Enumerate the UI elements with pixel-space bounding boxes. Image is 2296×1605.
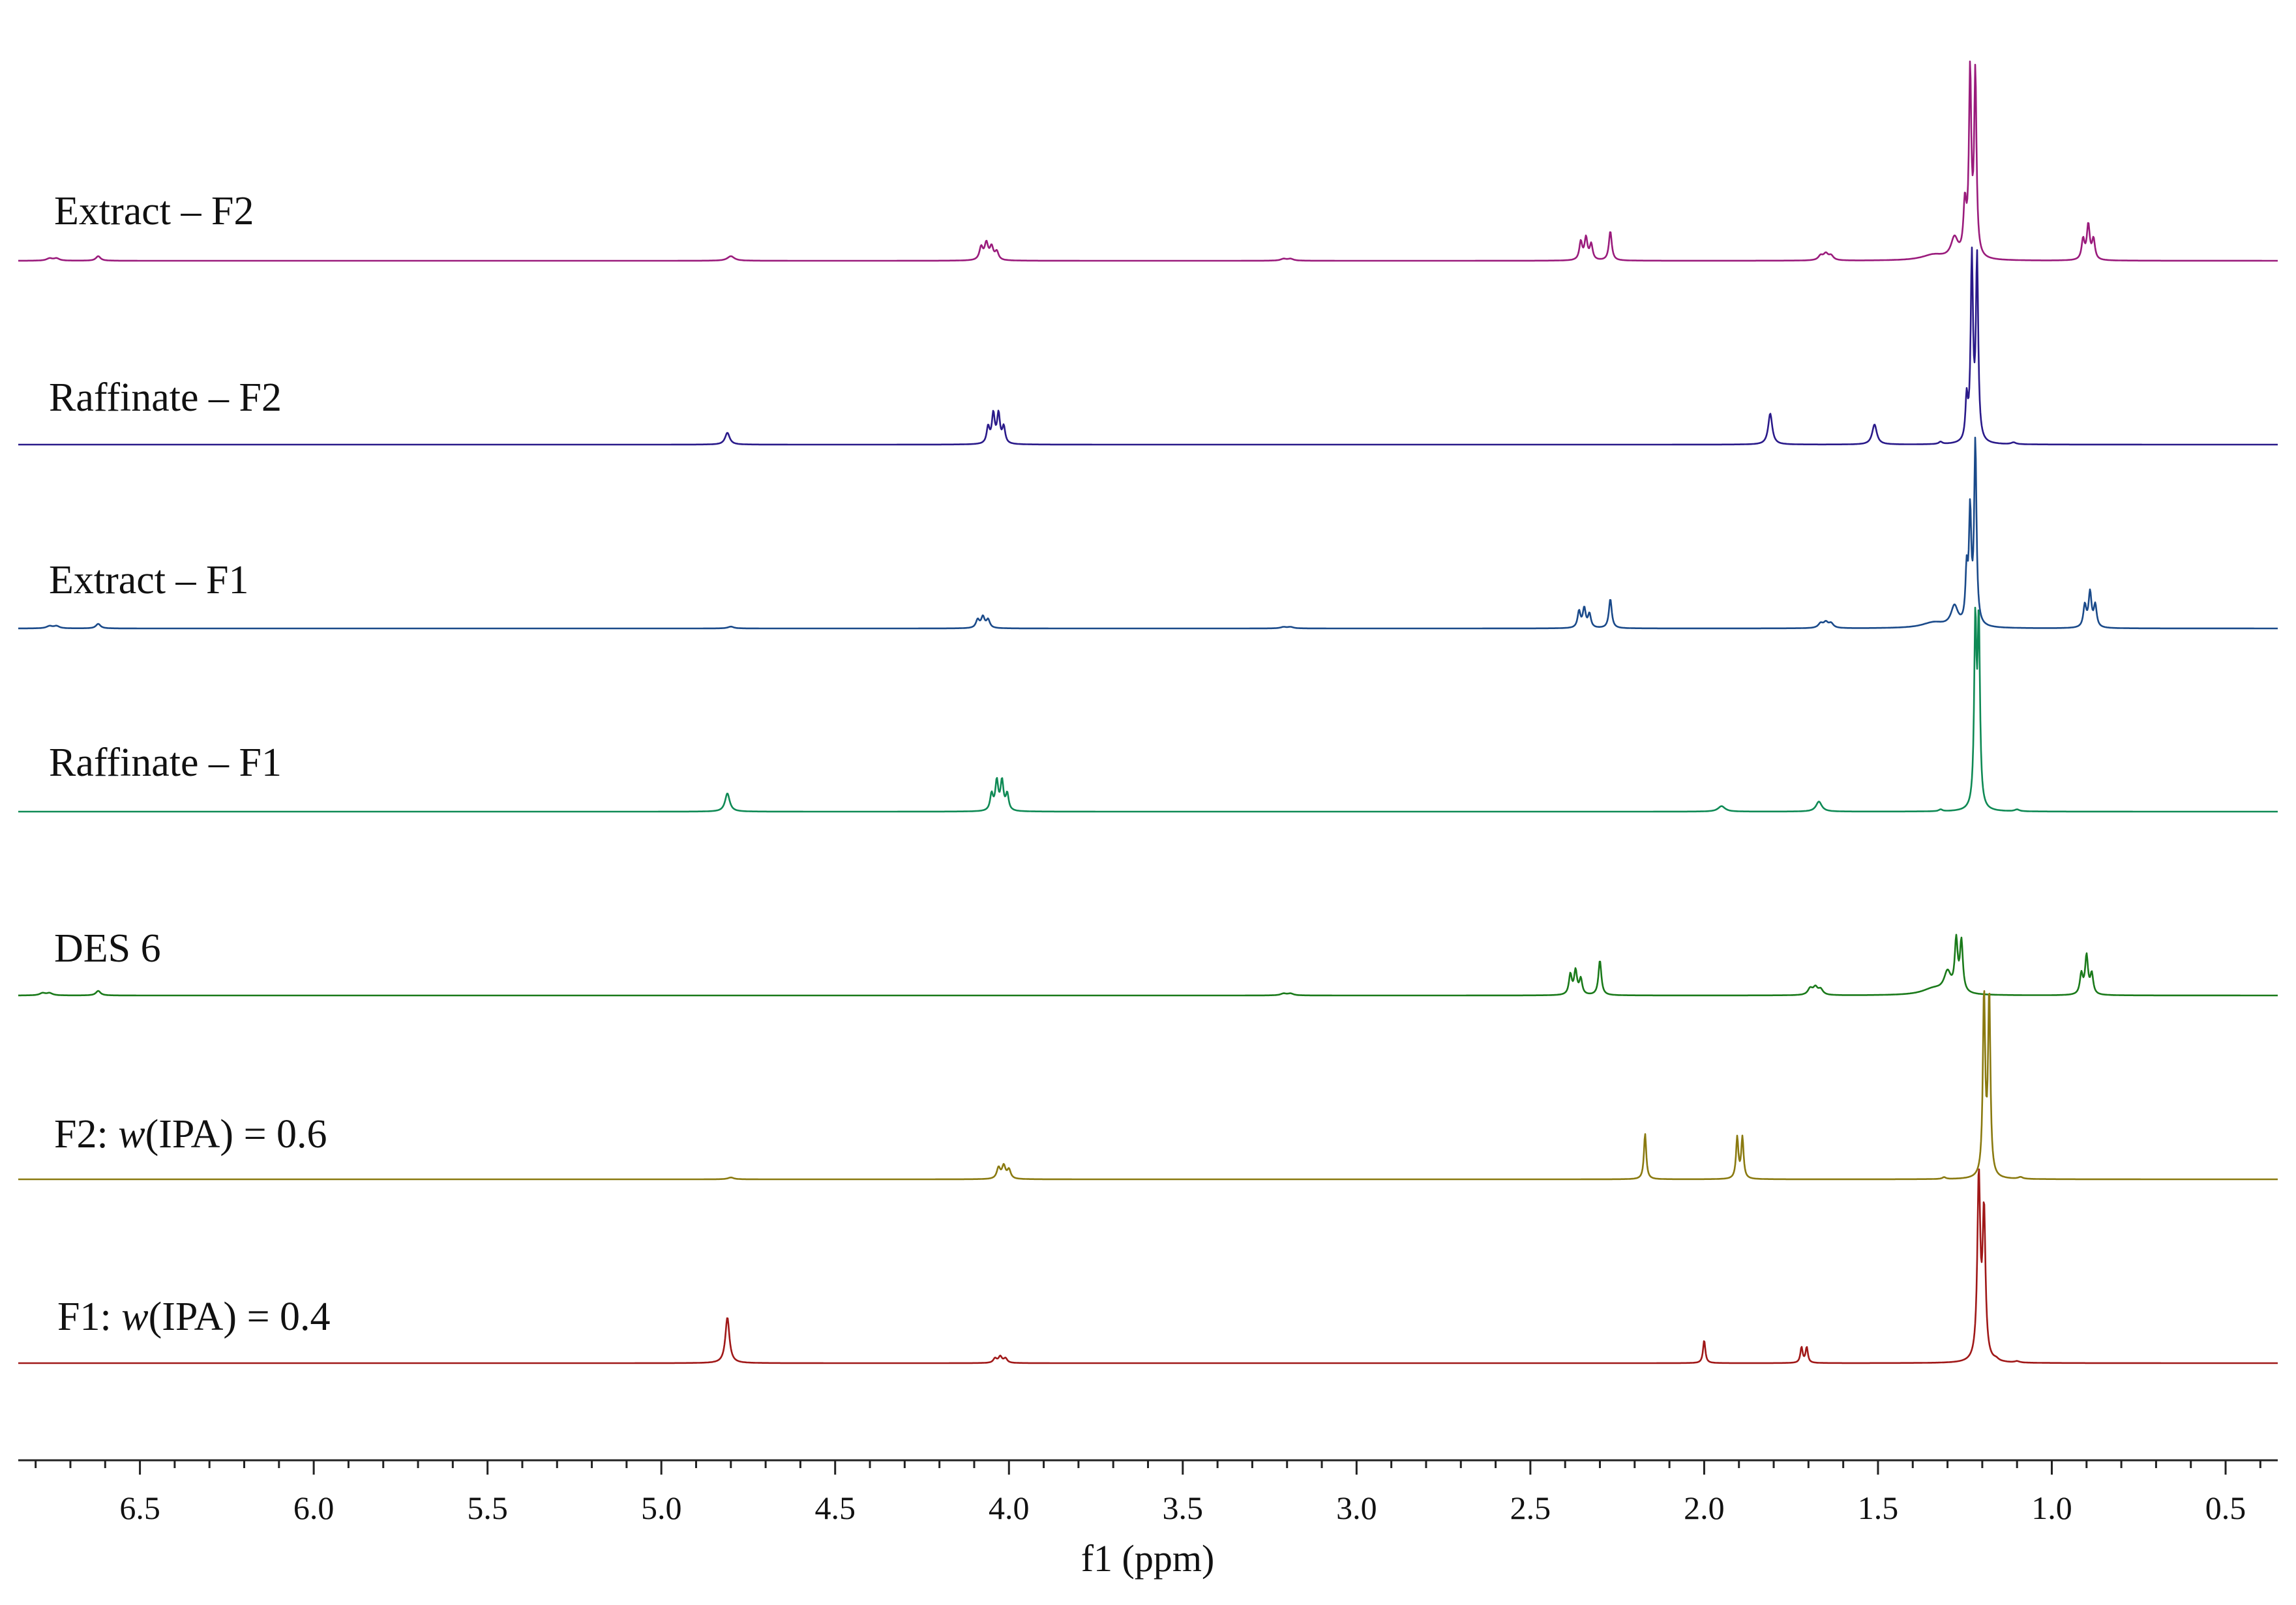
x-axis-ticks: 6.5 6.0 5.5 5.0 4.5 4.0 3.5 3.0 2.5 2.0 1.5 1.0 0.5 <box>35 1460 2261 1526</box>
x-tick-label: 4.0 <box>989 1490 1030 1526</box>
x-tick-label: 2.5 <box>1510 1490 1551 1526</box>
spectra-traces <box>18 60 2278 1364</box>
series-label-2: Raffinate – F2 <box>49 375 282 420</box>
spectrum-trace-7 <box>18 1168 2278 1364</box>
x-axis-label: f1 (ppm) <box>1081 1537 1215 1580</box>
x-axis: 6.5 6.0 5.5 5.0 4.5 4.0 3.5 3.0 2.5 2.0 1.5 1.0 0.5 … <box>18 1459 2278 1580</box>
series-label-5: DES 6 <box>54 926 161 971</box>
x-tick-label: 5.5 <box>467 1490 508 1526</box>
spectrum-trace-4 <box>18 606 2278 813</box>
series-label-1: Extract – F2 <box>54 189 254 233</box>
series-label-6: F2: w(IPA) = 0.6 <box>54 1112 327 1156</box>
x-tick-label: 5.0 <box>641 1490 682 1526</box>
x-tick-label: 3.5 <box>1163 1490 1204 1526</box>
spectrum-trace-1 <box>18 60 2278 262</box>
spectrum-trace-2 <box>18 246 2278 446</box>
x-tick-label: 3.0 <box>1336 1490 1377 1526</box>
x-tick-label: 4.5 <box>814 1490 856 1526</box>
x-tick-label: 6.0 <box>293 1490 335 1526</box>
series-label-7: F1: w(IPA) = 0.4 <box>57 1295 331 1339</box>
series-label-4: Raffinate – F1 <box>49 741 282 785</box>
x-tick-label: 2.0 <box>1684 1490 1725 1526</box>
spectrum-trace-5 <box>18 934 2278 997</box>
series-label-3: Extract – F1 <box>49 558 249 602</box>
series-labels: Extract – F2 Raffinate – F2 Extract – F1 Ra… <box>49 189 331 1339</box>
x-tick-label: 0.5 <box>2205 1490 2246 1526</box>
spectrum-trace-3 <box>18 436 2278 630</box>
x-tick-label: 6.5 <box>119 1490 160 1526</box>
x-tick-label: 1.0 <box>2031 1490 2072 1526</box>
spectrum-trace-6 <box>18 990 2278 1181</box>
x-tick-label: 1.5 <box>1858 1490 1899 1526</box>
